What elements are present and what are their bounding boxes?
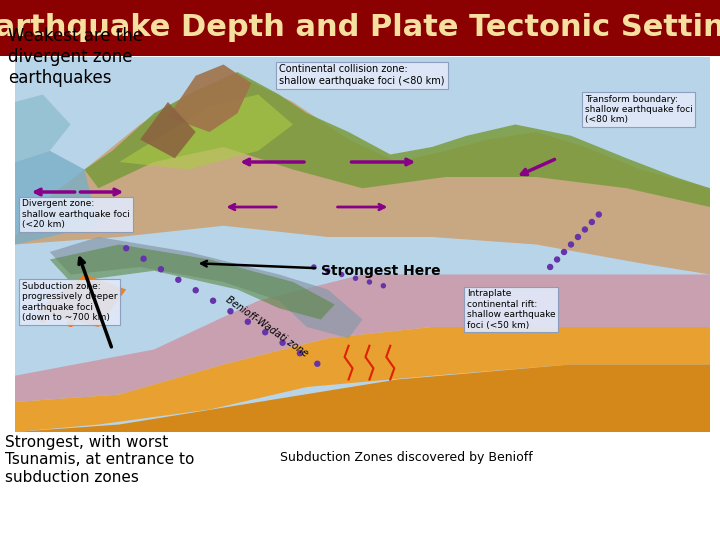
Circle shape: [193, 288, 198, 293]
Circle shape: [312, 265, 316, 269]
Text: Transform boundary:
shallow earthquake foci
(<80 km): Transform boundary: shallow earthquake f…: [585, 94, 693, 124]
Circle shape: [582, 227, 588, 232]
Bar: [0, 0, 720, 56]
Circle shape: [54, 294, 60, 300]
Polygon shape: [36, 274, 126, 327]
Text: Benioff-Wadati zone: Benioff-Wadati zone: [223, 295, 310, 359]
Circle shape: [141, 256, 146, 261]
Text: Strongest, with worst
Tsunamis, at entrance to
subduction zones: Strongest, with worst Tsunamis, at entra…: [5, 435, 194, 485]
Circle shape: [325, 269, 330, 273]
Text: Continental collision zone:
shallow earthquake foci (<80 km): Continental collision zone: shallow eart…: [279, 64, 445, 86]
Text: Subduction zone:
progressively deeper
earthquake foci
(down to ~700 km): Subduction zone: progressively deeper ea…: [22, 282, 117, 322]
Polygon shape: [15, 76, 710, 274]
Text: Strongest Here: Strongest Here: [202, 261, 441, 278]
Circle shape: [228, 309, 233, 314]
Circle shape: [246, 319, 251, 324]
Polygon shape: [15, 364, 710, 432]
Circle shape: [590, 219, 594, 225]
Circle shape: [382, 284, 385, 288]
Text: Earthquake Depth and Plate Tectonic Setting: Earthquake Depth and Plate Tectonic Sett…: [0, 14, 720, 43]
Circle shape: [354, 276, 358, 280]
Circle shape: [297, 351, 302, 356]
Polygon shape: [168, 64, 251, 132]
Circle shape: [263, 330, 268, 335]
Circle shape: [569, 242, 574, 247]
Polygon shape: [84, 72, 710, 207]
Circle shape: [548, 265, 553, 269]
Text: Divergent zone:
shallow earthquake foci
(<20 km): Divergent zone: shallow earthquake foci …: [22, 199, 130, 230]
Polygon shape: [120, 94, 293, 170]
Text: Intraplate
continental rift:
shallow earthquake
foci (<50 km): Intraplate continental rift: shallow ear…: [467, 289, 555, 330]
Polygon shape: [50, 237, 362, 338]
Polygon shape: [15, 327, 710, 432]
Circle shape: [315, 361, 320, 366]
Polygon shape: [15, 274, 710, 402]
Bar: [15, 57, 710, 432]
Circle shape: [367, 280, 372, 284]
Text: Subduction Zones discovered by Benioff: Subduction Zones discovered by Benioff: [280, 451, 533, 464]
Circle shape: [562, 249, 567, 254]
Circle shape: [158, 267, 163, 272]
Polygon shape: [50, 245, 335, 320]
Polygon shape: [140, 102, 196, 158]
Circle shape: [124, 246, 129, 251]
Circle shape: [340, 273, 343, 276]
Circle shape: [280, 340, 285, 345]
Circle shape: [68, 320, 73, 326]
Circle shape: [40, 316, 46, 322]
Circle shape: [554, 257, 559, 262]
Circle shape: [176, 277, 181, 282]
Polygon shape: [15, 94, 71, 162]
Text: Weakest are the
divergent zone
earthquakes: Weakest are the divergent zone earthquak…: [8, 27, 143, 86]
Polygon shape: [15, 151, 99, 245]
Circle shape: [575, 234, 580, 240]
Circle shape: [596, 212, 601, 217]
Circle shape: [210, 298, 215, 303]
